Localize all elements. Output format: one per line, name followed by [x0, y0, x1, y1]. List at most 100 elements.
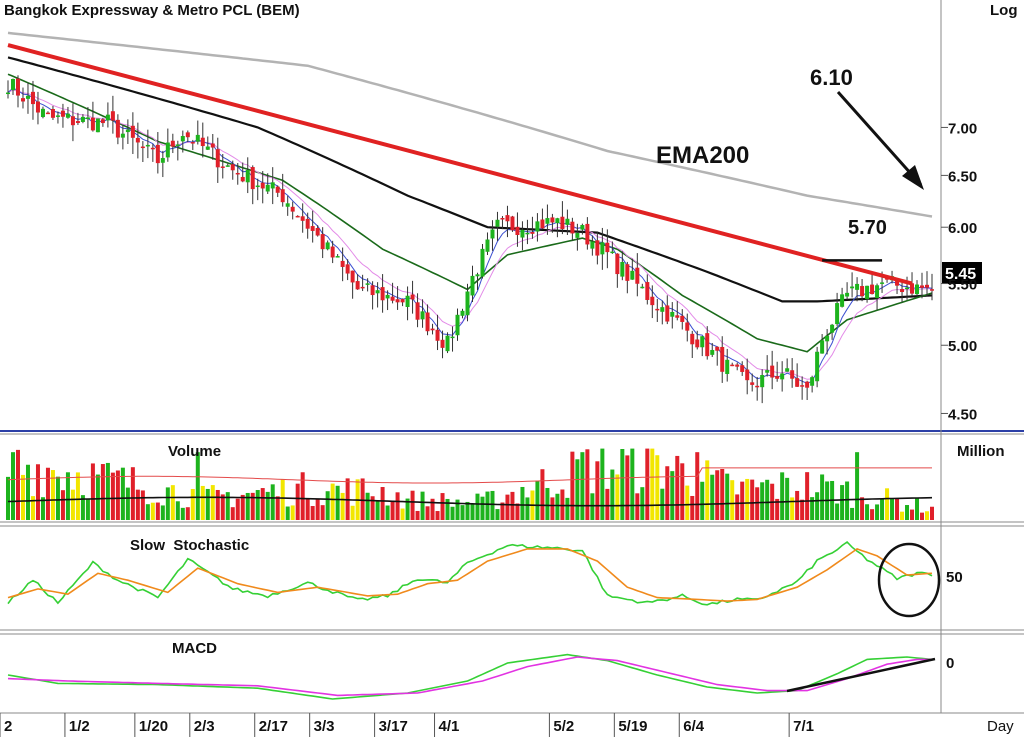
candle-body	[855, 283, 860, 290]
candle-body	[185, 132, 190, 138]
volume-bar	[545, 487, 550, 520]
candle-body	[165, 142, 170, 158]
volume-bar	[565, 497, 570, 520]
volume-bar	[690, 495, 695, 520]
volume-bar	[65, 472, 70, 520]
last-price-label: 5.45	[945, 266, 976, 283]
candle-body	[360, 286, 365, 289]
candle-body	[685, 322, 690, 331]
candle-body	[690, 333, 695, 345]
volume-bar	[360, 478, 365, 520]
candle-body	[100, 119, 105, 124]
candle-body	[405, 295, 410, 307]
candle-body	[510, 216, 515, 231]
candle-body	[70, 116, 75, 126]
candle-body	[120, 133, 125, 138]
candle-body	[270, 182, 275, 189]
volume-bar	[820, 474, 825, 520]
candle-body	[390, 296, 395, 301]
candle-body	[555, 218, 560, 224]
candle-body	[245, 170, 250, 183]
candle-body	[425, 312, 430, 332]
volume-bar	[680, 463, 685, 520]
candle-body	[55, 115, 60, 117]
candle-body	[80, 116, 85, 122]
candle-body	[190, 142, 195, 144]
volume-bar	[45, 467, 50, 520]
candle-body	[410, 294, 415, 300]
volume-bar	[920, 512, 925, 520]
volume-bar	[260, 488, 265, 520]
volume-bar	[310, 506, 315, 520]
chart-title: Bangkok Expressway & Metro PCL (BEM)	[4, 2, 300, 19]
volume-bar	[645, 448, 650, 520]
volume-bar	[425, 506, 430, 520]
volume-bar	[780, 472, 785, 520]
arrow-head	[902, 165, 924, 190]
date-tick-label: 5/19	[618, 718, 647, 735]
scale-label: Log	[990, 2, 1018, 19]
volume-bar	[365, 492, 370, 520]
volume-bar	[740, 481, 745, 520]
macd-line-signal	[7, 656, 932, 697]
volume-bar	[290, 505, 295, 520]
candle-body	[900, 289, 905, 293]
price-tick-label: 5.50	[948, 277, 977, 294]
candle-body	[135, 137, 140, 143]
candle-body	[50, 108, 55, 118]
volume-bar	[615, 474, 620, 520]
volume-bar	[20, 474, 25, 520]
candle-body	[370, 285, 375, 296]
volume-bar	[405, 498, 410, 520]
candle-body	[735, 364, 740, 367]
volume-bar	[350, 505, 355, 520]
stoch-title: Slow Stochastic	[130, 537, 249, 554]
volume-bar	[885, 488, 890, 520]
volume-bar	[465, 501, 470, 520]
candle-body	[880, 282, 885, 284]
volume-bar	[50, 470, 55, 520]
price-axis-ticks: 4.50 5.00 5.50 6.00 6.50 7.00	[941, 120, 977, 423]
candle-body	[785, 368, 790, 372]
volume-bar	[670, 471, 675, 520]
candle-body	[255, 185, 260, 188]
candle-body	[485, 239, 490, 252]
volume-bar	[420, 491, 425, 520]
volume-bar	[865, 504, 870, 520]
candle-body	[305, 218, 310, 229]
price-tick-label: 5.00	[948, 338, 977, 355]
volume-bar	[600, 448, 605, 520]
candle-body	[30, 91, 35, 105]
candle-body	[415, 302, 420, 320]
volume-bar	[560, 489, 565, 520]
volume-bar	[205, 488, 210, 520]
date-tick-label: 5/2	[553, 718, 574, 735]
candle-body	[665, 305, 670, 322]
volume-bar	[220, 494, 225, 520]
volume-bar	[160, 505, 165, 520]
volume-bars	[6, 448, 934, 520]
candle-body	[845, 292, 850, 297]
volume-bar	[685, 485, 690, 520]
candle-body	[825, 335, 830, 342]
volume-bar	[435, 511, 440, 520]
volume-bar	[650, 448, 655, 520]
candle-body	[385, 294, 390, 299]
candle-body	[325, 242, 330, 250]
volume-bar	[540, 469, 545, 520]
candle-body	[330, 246, 335, 258]
volume-bar	[415, 510, 420, 520]
candle-body	[590, 241, 595, 249]
volume-bar	[400, 508, 405, 520]
candle-body	[520, 229, 525, 238]
candle-body	[170, 140, 175, 147]
candle-body	[545, 218, 550, 224]
volume-bar	[750, 479, 755, 520]
volume-bar	[340, 492, 345, 520]
candle-body	[275, 186, 280, 193]
candle-body	[350, 270, 355, 283]
candle-body	[465, 291, 470, 316]
volume-bar	[70, 489, 75, 520]
candle-body	[675, 315, 680, 318]
candle-body	[160, 158, 165, 163]
